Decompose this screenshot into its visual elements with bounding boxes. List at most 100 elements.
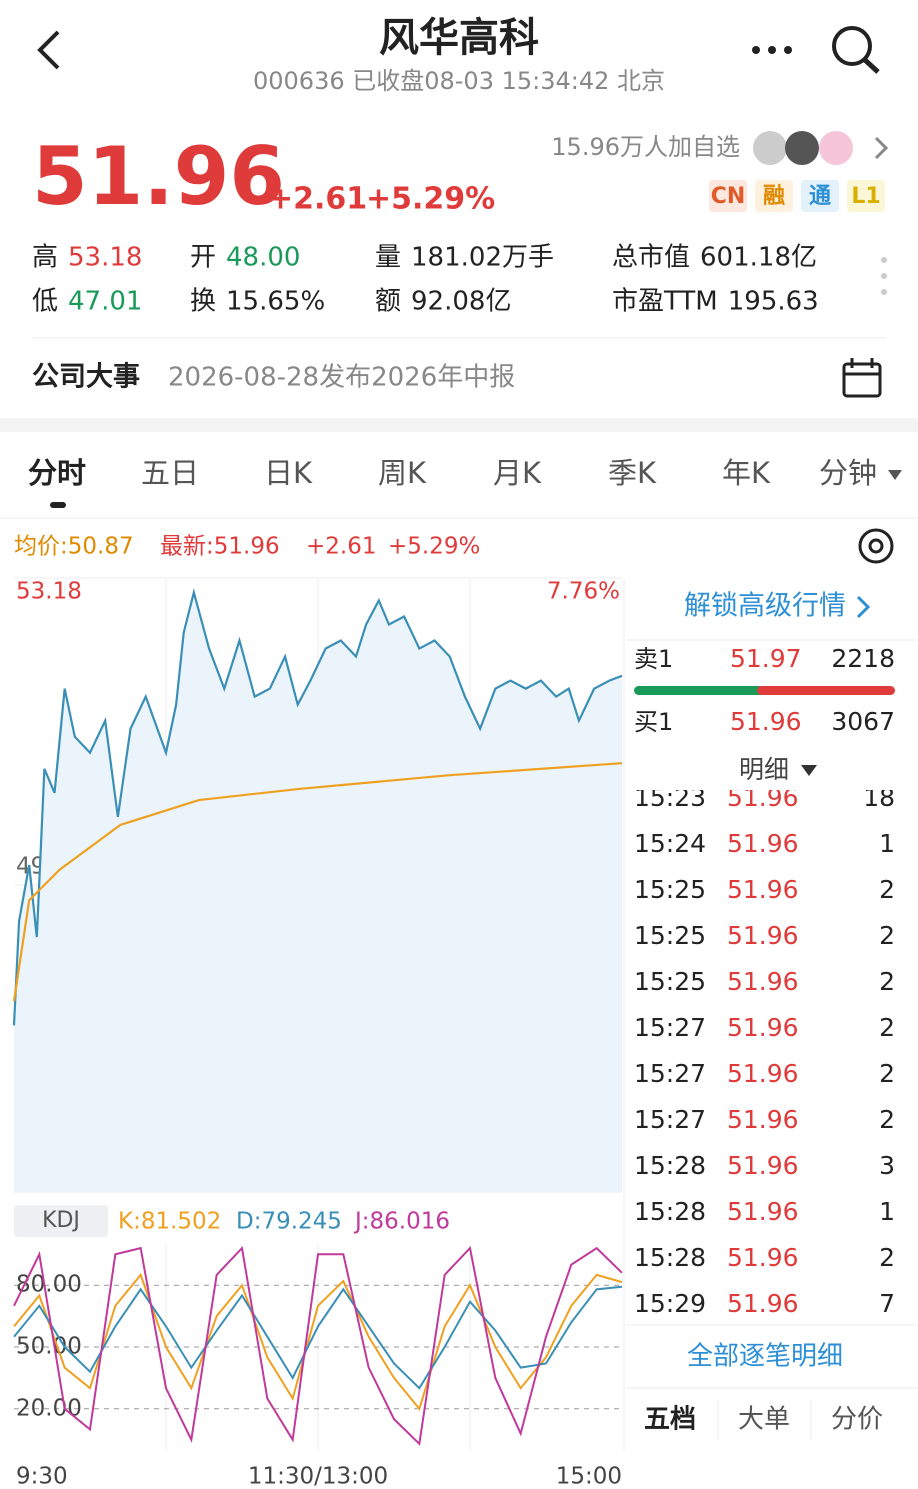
stat-value: 15.65% [226,287,325,317]
tab[interactable]: 周K [378,456,427,490]
kdj-box[interactable] [14,1205,108,1237]
badge: L1 [851,184,880,209]
ask-label: 卖1 [634,645,673,673]
trade-volume: 2 [879,875,895,904]
tab[interactable]: 月K [493,456,542,490]
change: +2.61 [268,182,367,217]
trade-volume: 2 [879,1013,895,1042]
trade-time: 15:24 [634,829,706,858]
band [0,418,918,432]
tab[interactable]: 季K [608,456,657,490]
stat-label: 换 [190,287,216,317]
legend-entry: J:86.016 [353,1209,450,1235]
trade-price: 51.96 [727,1013,799,1042]
trade-price: 51.96 [727,1197,799,1226]
badge-bg [755,180,793,212]
stat-label: 额 [375,287,401,317]
more-button[interactable] [752,46,792,54]
trade-price: 51.96 [727,783,799,812]
x-tick-label: 15:00 [556,1464,622,1489]
y-tick-label: 50.00 [16,1334,82,1360]
trade-price: 51.96 [727,1243,799,1272]
trade-price: 51.96 [727,967,799,996]
stat-label: 低 [32,287,58,317]
stat-label: 总市值 [612,243,690,273]
x-tick-label: 9:30 [16,1464,68,1489]
back-button[interactable] [37,30,60,70]
badge: 通 [809,184,831,209]
all-trades[interactable]: 全部逐笔明细 [687,1342,843,1372]
followers: 15.96万人加自选 [551,133,740,161]
trade-price: 51.96 [727,1105,799,1134]
trade-price: 51.96 [727,875,799,904]
event-text[interactable]: 2026-08-28发布2026年中报 [168,363,515,393]
trade-time: 15:27 [634,1105,706,1134]
event-label: 公司大事 [32,362,140,393]
detail[interactable]: 明细 [739,755,789,784]
tab-caret[interactable] [888,470,902,480]
tab[interactable]: 分钟 [819,456,877,490]
trade-time: 15:28 [634,1197,706,1226]
legend-entry: D:79.245 [236,1209,342,1235]
series-line [13,1285,623,1390]
trade-volume: 2 [879,1059,895,1088]
settings-button[interactable] [858,528,894,564]
tab[interactable]: 日K [264,456,313,490]
stat-label: 市盈TTM [612,287,718,317]
stat-value: 195.63 [728,287,819,317]
legend-entry: K:81.502 [118,1209,221,1235]
trade-volume: 2 [879,967,895,996]
stat-value: 181.02万手 [411,243,554,273]
trade-volume: 18 [863,783,895,812]
panel-tab[interactable]: 大单 [738,1405,790,1435]
trade-volume: 2 [879,1105,895,1134]
tab[interactable]: 年K [722,456,771,490]
trade-volume: 7 [879,1289,895,1318]
tab[interactable]: 五日 [141,456,199,490]
trade-price: 51.96 [727,1289,799,1318]
trade-price: 51.96 [727,1151,799,1180]
pct: +5.29% [366,182,495,217]
trade-price: 51.96 [727,829,799,858]
y2-tick-label: 7.76% [547,579,620,605]
x-tick-label: 11:30/13:00 [248,1464,388,1489]
followers-arrow[interactable] [874,136,889,160]
tab[interactable]: 分时 [28,456,86,490]
kdj-title[interactable]: KDJ [42,1208,80,1233]
series-line [12,588,623,1026]
ask-volume: 2218 [831,644,895,673]
bid-volume: 3067 [831,707,895,736]
series-line [12,762,623,1002]
series-line [13,1272,623,1411]
calendar-icon[interactable] [842,358,882,398]
trade-volume: 1 [879,1197,895,1226]
stat-value: 53.18 [68,243,142,273]
trade-time: 15:28 [634,1243,706,1272]
panel-tab[interactable]: 五档 [644,1405,696,1435]
badge-bg [847,180,885,212]
trade-time: 15:29 [634,1289,706,1318]
trade-volume: 2 [879,1243,895,1272]
subtitle: 000636 已收盘08-03 15:34:42 北京 [253,67,665,95]
stat-label: 高 [32,243,58,273]
trade-volume: 1 [879,829,895,858]
trade-time: 15:25 [634,967,706,996]
stat-value: 92.08亿 [411,287,511,317]
unlock[interactable]: 解锁高级行情 [684,591,846,622]
panel-tab[interactable]: 分价 [831,1405,883,1435]
trade-time: 15:27 [634,1013,706,1042]
unlock-arrow[interactable] [856,595,871,619]
badge: CN [711,184,746,209]
detail-caret[interactable] [801,765,817,776]
tab-indicator [50,502,66,508]
title: 风华高科 [379,15,539,61]
trade-price: 51.96 [727,1059,799,1088]
trade-price: 51.96 [727,921,799,950]
trades: 15:23 51.96 18 15:24 51.96 1 15:25 51.96 2 15:25 5… [634,783,895,1318]
stat-value: 48.00 [226,243,300,273]
latest-change: +2.61 [306,534,376,560]
ratio-bar-red [757,686,895,695]
search-button[interactable] [832,26,880,74]
y-tick-label: 80.00 [16,1272,82,1298]
